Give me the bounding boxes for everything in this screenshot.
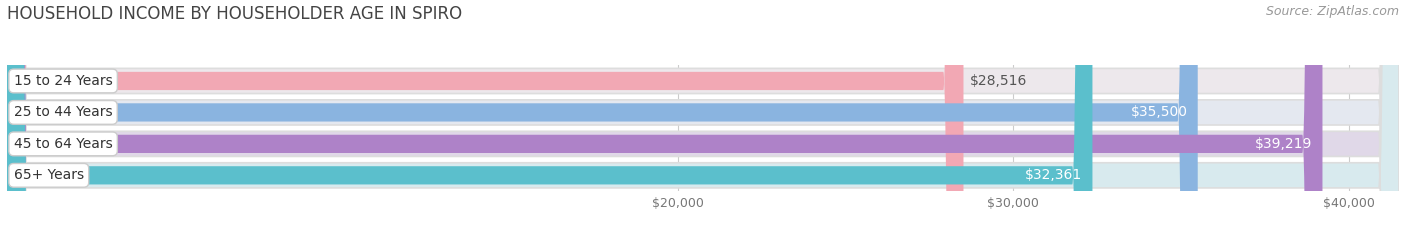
Text: $28,516: $28,516	[970, 74, 1028, 88]
FancyBboxPatch shape	[7, 0, 1323, 233]
Text: 45 to 64 Years: 45 to 64 Years	[14, 137, 112, 151]
Text: $39,219: $39,219	[1256, 137, 1312, 151]
FancyBboxPatch shape	[7, 0, 1198, 233]
FancyBboxPatch shape	[7, 0, 1399, 233]
Text: Source: ZipAtlas.com: Source: ZipAtlas.com	[1265, 5, 1399, 18]
FancyBboxPatch shape	[7, 0, 1092, 233]
Text: 15 to 24 Years: 15 to 24 Years	[14, 74, 112, 88]
FancyBboxPatch shape	[7, 0, 1399, 233]
Text: HOUSEHOLD INCOME BY HOUSEHOLDER AGE IN SPIRO: HOUSEHOLD INCOME BY HOUSEHOLDER AGE IN S…	[7, 5, 463, 23]
FancyBboxPatch shape	[7, 0, 1399, 233]
Text: 25 to 44 Years: 25 to 44 Years	[14, 105, 112, 120]
Text: 65+ Years: 65+ Years	[14, 168, 84, 182]
Text: $35,500: $35,500	[1130, 105, 1188, 120]
Text: $32,361: $32,361	[1025, 168, 1083, 182]
FancyBboxPatch shape	[7, 0, 963, 233]
FancyBboxPatch shape	[7, 0, 1399, 233]
